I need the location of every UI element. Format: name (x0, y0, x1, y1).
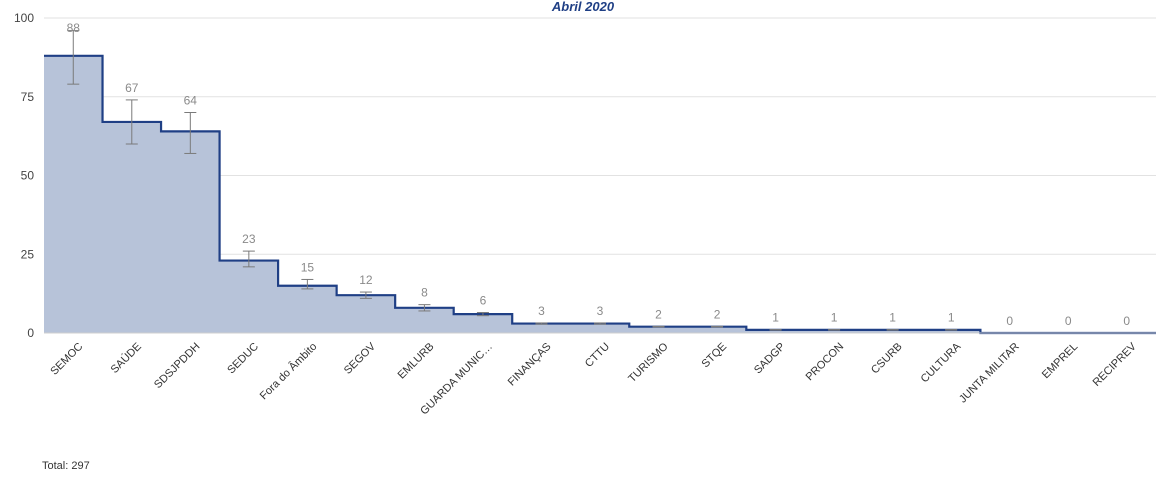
area-series (44, 54, 1156, 335)
data-label-semoc: 88 (67, 21, 81, 35)
data-label-csurb: 1 (889, 311, 896, 325)
error-bar-fora-do-ambito (301, 278, 314, 290)
data-label-fora-do-ambito: 15 (301, 260, 315, 274)
data-label-junta-militar: 0 (1006, 314, 1013, 328)
error-bar-csurb (886, 329, 899, 331)
error-bar-stqe (711, 325, 724, 328)
data-label-emlurb: 8 (421, 286, 428, 300)
data-label-financas: 3 (538, 304, 545, 318)
x-tick-label-semoc: SEMOC (48, 341, 85, 378)
x-tick-label-stqe: STQE (700, 341, 730, 371)
error-bar-segov (359, 291, 372, 299)
series-step-line (44, 54, 1156, 335)
y-tick-label-100: 100 (14, 11, 34, 25)
data-label-cttu: 3 (597, 304, 604, 318)
y-tick-label-25: 25 (21, 247, 35, 261)
error-bar-sadgp (769, 329, 782, 331)
x-tick-label-financas: FINANÇAS (506, 341, 554, 389)
x-tick-label-reciprev: RECIPREV (1091, 340, 1140, 389)
x-tick-label-fora-do-ambito: Fora do Âmbito (257, 340, 319, 402)
total-label: Total: 297 (42, 460, 90, 472)
data-label-seduc: 23 (242, 232, 256, 246)
y-tick-label-75: 75 (21, 90, 35, 104)
error-bars (67, 30, 958, 331)
y-tick-label-50: 50 (21, 169, 35, 183)
x-tick-label-procon: PROCON (804, 341, 847, 384)
data-label-cultura: 1 (948, 311, 955, 325)
data-label-guarda-munic: 6 (480, 294, 487, 308)
x-tick-label-segov: SEGOV (342, 340, 379, 377)
x-tick-label-csurb: CSURB (869, 341, 905, 377)
data-label-turismo: 2 (655, 307, 662, 321)
error-bar-emlurb (418, 304, 431, 312)
error-bar-turismo (652, 325, 665, 328)
error-bar-financas (535, 322, 548, 325)
error-bar-sdsjpddh (184, 112, 197, 154)
chart-title: Abril 2020 (551, 0, 615, 14)
x-tick-label-sadgp: SADGP (752, 341, 788, 377)
error-bar-semoc (67, 30, 80, 85)
y-tick-label-0: 0 (27, 326, 34, 340)
error-bar-procon (828, 329, 841, 331)
x-tick-label-emprel: EMPREL (1040, 341, 1080, 381)
data-label-reciprev: 0 (1123, 314, 1130, 328)
data-label-emprel: 0 (1065, 314, 1072, 328)
x-tick-label-sdsjpddh: SDSJPDDH (152, 341, 202, 391)
x-tick-label-seduc: SEDUC (225, 341, 261, 377)
x-tick-label-turismo: TURISMO (626, 340, 671, 385)
x-tick-label-cttu: CTTU (583, 341, 612, 370)
error-bar-seduc (242, 250, 255, 268)
data-label-procon: 1 (831, 311, 838, 325)
error-bar-cultura (945, 329, 958, 331)
data-label-sdsjpddh: 64 (184, 94, 198, 108)
x-tick-label-cultura: CULTURA (919, 340, 964, 385)
x-tick-label-emlurb: EMLURB (396, 341, 437, 382)
error-bar-guarda-munic (476, 312, 489, 317)
error-bar-cttu (594, 322, 606, 325)
data-label-stqe: 2 (714, 307, 721, 321)
x-tick-label-junta-militar: JUNTA MILITAR (957, 341, 1022, 406)
error-bar-saude (125, 99, 138, 145)
series-area-fill (44, 55, 1156, 334)
x-tick-label-saude: SAÚDE (108, 340, 144, 376)
data-label-segov: 12 (359, 273, 373, 287)
data-label-saude: 67 (125, 81, 139, 95)
data-label-sadgp: 1 (772, 311, 779, 325)
data-labels: 88 67 64 23 15 12 8 6 3 3 2 2 1 1 1 1 0 0 0 (67, 21, 1131, 328)
